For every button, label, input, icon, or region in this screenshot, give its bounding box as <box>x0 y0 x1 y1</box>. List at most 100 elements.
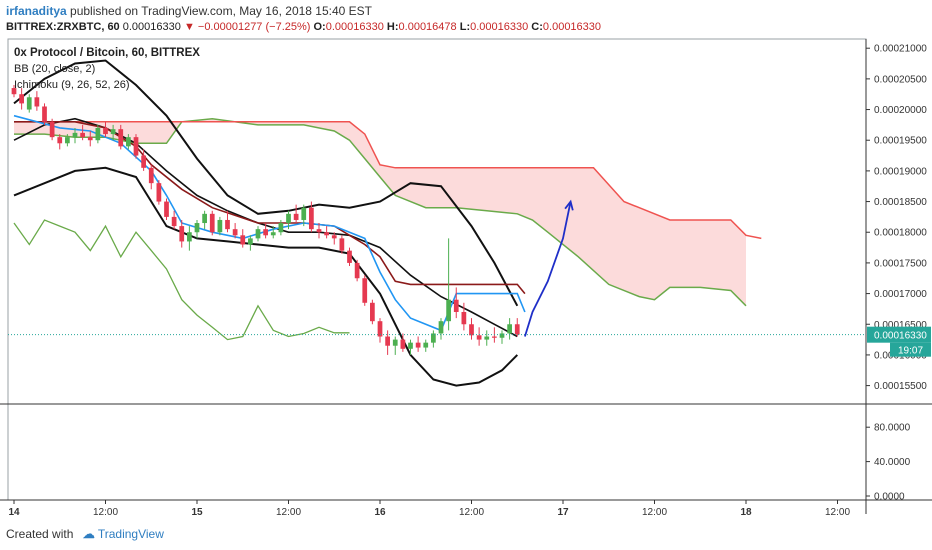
candle-body <box>423 342 429 348</box>
candle <box>423 339 429 352</box>
tradingview-logo-icon: ☁ <box>82 527 95 541</box>
candle-body <box>103 127 108 135</box>
candle-body <box>255 229 261 239</box>
candle <box>499 330 505 344</box>
time-tick-label: 12:00 <box>642 507 667 518</box>
publisher-line: irfanaditya published on TradingView.com… <box>6 4 372 18</box>
leading-span-b-line <box>14 121 762 240</box>
candle <box>400 333 406 352</box>
candle-body <box>164 201 169 217</box>
low-label: L: <box>459 21 471 33</box>
candle <box>392 336 398 355</box>
osc-tick-label: 80.0000 <box>874 423 911 434</box>
time-tick-label: 18 <box>740 507 752 518</box>
candle <box>453 287 459 319</box>
footer: Created with ☁ TradingView <box>6 527 164 541</box>
candle-body <box>415 342 421 348</box>
candle <box>141 149 146 171</box>
candle-body <box>377 321 383 337</box>
candle <box>202 210 207 230</box>
candle <box>263 223 268 239</box>
candle <box>431 330 436 348</box>
candle <box>57 134 63 150</box>
candle-body <box>408 342 413 349</box>
candle-body <box>19 94 24 104</box>
low-value: 0.00016330 <box>470 21 529 33</box>
candle <box>19 88 24 110</box>
candle <box>248 235 253 251</box>
candle-body <box>263 229 268 236</box>
candle-body <box>187 232 192 242</box>
candle <box>49 118 55 141</box>
candle <box>80 124 85 141</box>
close-value: 0.00016330 <box>542 21 602 33</box>
candle <box>232 223 238 239</box>
candle-body <box>225 219 230 230</box>
price-tick-label: 0.00021000 <box>874 44 927 55</box>
candle-body <box>400 339 406 349</box>
candle-body <box>324 232 329 236</box>
candle <box>95 124 101 144</box>
candle-body <box>209 213 215 233</box>
candle <box>507 318 512 340</box>
legend-bb[interactable]: BB (20, close, 2) <box>14 63 96 75</box>
ohlc-line: BITTREX:ZRXBTC, 60 0.00016330 ▼ −0.00001… <box>6 21 601 33</box>
author-link[interactable]: irfanaditya <box>6 4 67 18</box>
time-tick-label: 17 <box>557 507 569 518</box>
candle-body <box>476 335 482 340</box>
candle-body <box>11 88 17 95</box>
projection-arrow-head-icon <box>564 199 574 211</box>
time-tick-label: 16 <box>374 507 386 518</box>
candle-body <box>126 137 131 147</box>
candle-body <box>293 213 299 220</box>
price-tick-label: 0.00019000 <box>874 166 927 177</box>
price-tick-label: 0.00017500 <box>874 258 927 269</box>
candle-body <box>240 235 246 245</box>
tradingview-link[interactable]: TradingView <box>97 527 164 541</box>
price-tick-label: 0.00017000 <box>874 289 927 300</box>
down-triangle-icon: ▼ <box>183 21 195 33</box>
candle-body <box>469 324 474 336</box>
bb-upper-line <box>13 59 519 307</box>
candle-body <box>362 278 368 303</box>
candle-body <box>514 324 520 335</box>
candle <box>377 318 383 343</box>
candle-body <box>65 137 70 144</box>
candle <box>293 204 299 224</box>
bb-lower-line <box>13 166 519 387</box>
candle-body <box>118 129 124 147</box>
candle <box>110 124 116 141</box>
countdown-label: 19:07 <box>898 346 923 357</box>
candle-body <box>492 336 497 338</box>
candle <box>446 238 451 331</box>
change-value: −0.00001277 (−7.25%) <box>197 21 311 33</box>
candle-body <box>331 235 337 239</box>
close-label: C: <box>531 21 543 33</box>
candle <box>461 302 467 331</box>
candle <box>187 226 192 251</box>
candle-body <box>248 238 253 245</box>
price-tick-label: 0.00016500 <box>874 320 927 331</box>
candle-body <box>309 207 314 230</box>
price-tick-label: 0.00018000 <box>874 228 927 239</box>
candle <box>164 198 169 220</box>
candle-body <box>95 127 101 141</box>
candle-body <box>370 302 375 322</box>
candle-body <box>49 121 55 138</box>
candle <box>240 229 246 248</box>
candle <box>34 91 40 111</box>
candle <box>194 219 200 239</box>
lagging-span-line <box>13 219 350 341</box>
candle <box>65 134 70 147</box>
candle-body <box>339 238 345 251</box>
candle <box>126 134 131 150</box>
legend-ichimoku[interactable]: Ichimoku (9, 26, 52, 26) <box>14 79 130 91</box>
legend-title: 0x Protocol / Bitcoin, 60, BITTREX <box>14 47 200 59</box>
published-text: published on TradingView.com, May 16, 20… <box>70 4 372 18</box>
candle-body <box>57 137 63 144</box>
candle <box>278 219 284 236</box>
time-tick-label: 12:00 <box>93 507 118 518</box>
candle-body <box>385 336 390 346</box>
candle <box>179 219 185 248</box>
